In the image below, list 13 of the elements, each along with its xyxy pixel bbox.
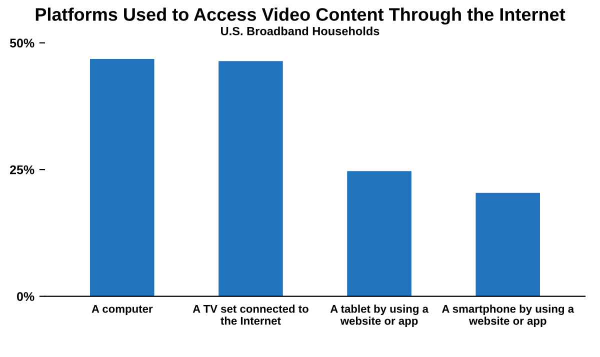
- x-tick-label: A smartphone by using a website or app: [442, 304, 574, 328]
- bar: [90, 59, 154, 296]
- y-tick-label: 25%: [10, 165, 34, 174]
- bar: [476, 192, 540, 296]
- bar: [347, 171, 412, 296]
- y-tick-label: 0%: [17, 292, 34, 301]
- x-tick-label: A TV set connected to the Internet: [192, 304, 308, 325]
- x-tick-label: A computer: [92, 305, 153, 315]
- bar: [218, 61, 283, 296]
- chart-subtitle: U.S. Broadband Households: [221, 26, 380, 36]
- chart-title: Platforms Used to Access Video Content Through the Internet: [36, 8, 566, 25]
- x-tick-label: A tablet by using a website or app: [330, 304, 429, 328]
- y-tick-label: 50%: [10, 38, 34, 48]
